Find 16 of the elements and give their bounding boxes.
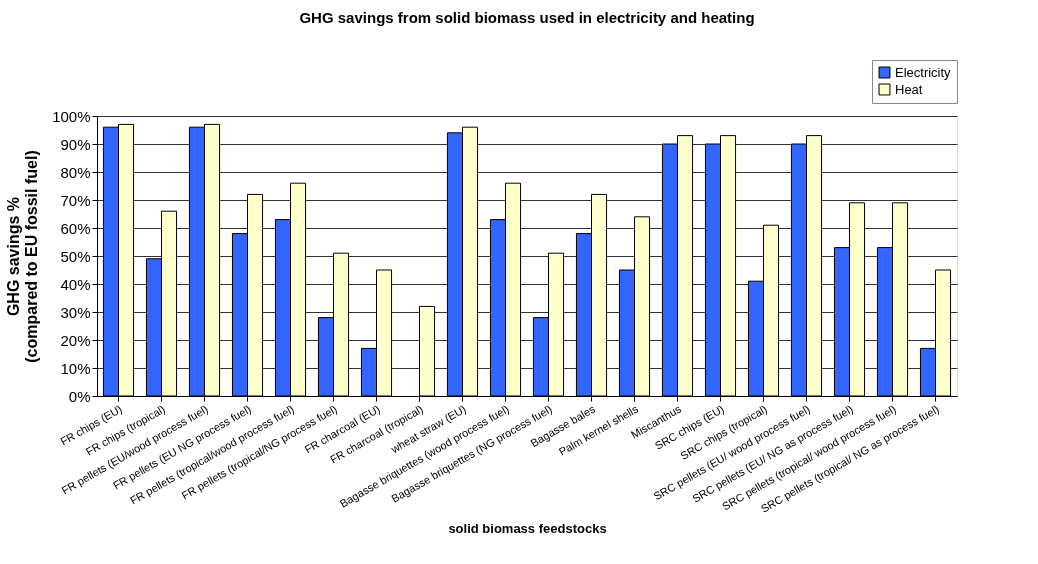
legend-label: Heat (895, 81, 923, 97)
y-tick-label: 40% (60, 275, 91, 293)
y-tick-label: 20% (60, 331, 91, 349)
y-tick-label: 10% (60, 359, 91, 377)
y-tick-label: 100% (52, 107, 91, 125)
chart-title: GHG savings from solid biomass used in electricity and heating (299, 8, 755, 26)
y-tick-label: 60% (60, 219, 91, 237)
y-tick-label: 30% (60, 303, 91, 321)
y-tick-label: 70% (60, 191, 91, 209)
legend-label: Electricity (895, 64, 952, 80)
x-axis-title: solid biomass feedstocks (448, 520, 607, 536)
y-tick-label: 80% (60, 163, 91, 181)
y-tick-label: 50% (60, 247, 91, 265)
y-tick-label: 0% (68, 387, 91, 405)
y-axis-title: GHG savings % (compared to EU fossil fuel) (5, 150, 41, 363)
y-tick-label: 90% (60, 135, 91, 153)
